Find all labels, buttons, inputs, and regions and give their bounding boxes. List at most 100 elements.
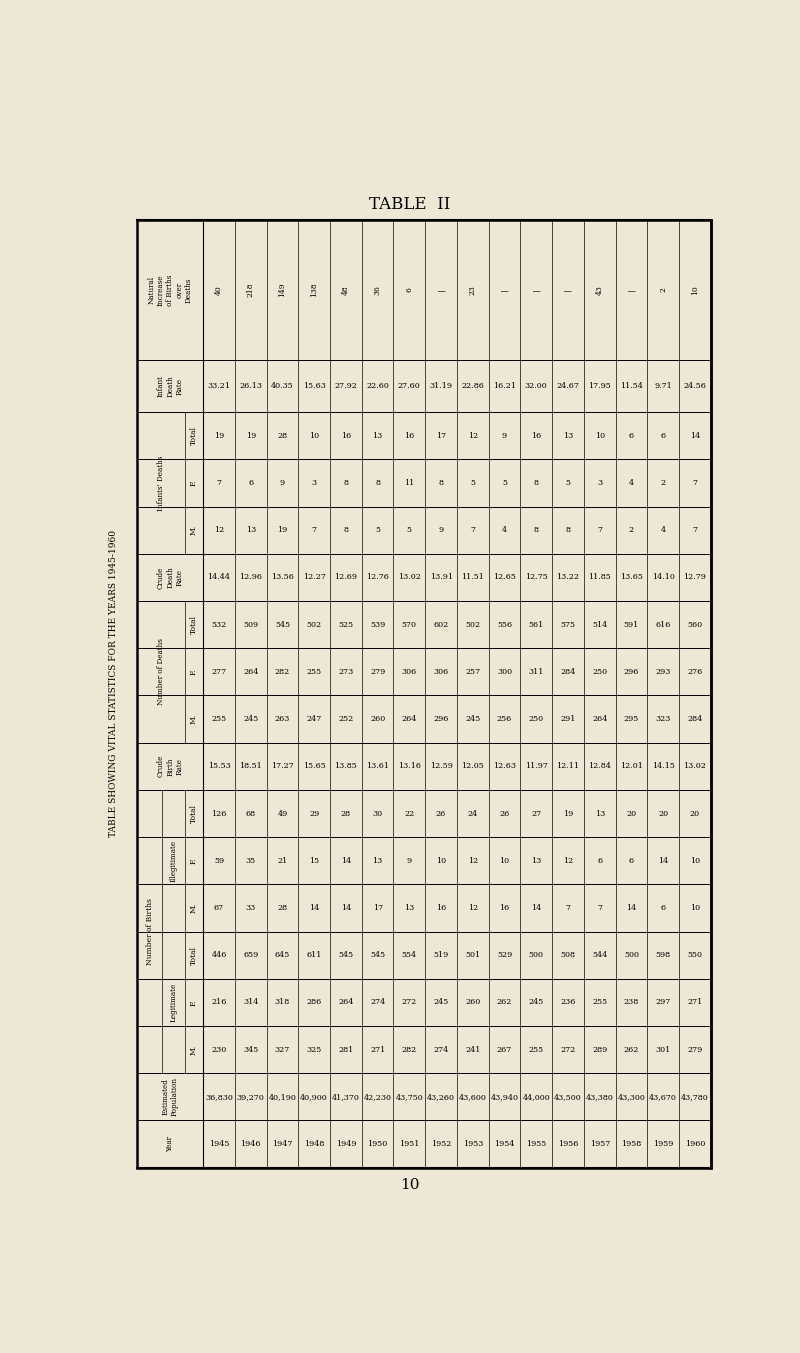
Text: 241: 241	[465, 1046, 481, 1054]
Text: 15.53: 15.53	[208, 762, 230, 770]
Text: 13.22: 13.22	[557, 574, 579, 582]
Text: 276: 276	[687, 668, 702, 676]
Text: 24: 24	[468, 809, 478, 817]
Text: 264: 264	[592, 716, 607, 723]
Text: 2: 2	[659, 287, 667, 292]
Text: 20: 20	[626, 809, 637, 817]
Text: 6: 6	[629, 432, 634, 440]
Text: |: |	[501, 288, 509, 291]
Text: 602: 602	[434, 621, 449, 629]
Text: 4: 4	[502, 526, 507, 534]
Text: 509: 509	[243, 621, 258, 629]
Text: 245: 245	[434, 999, 449, 1007]
Text: 13: 13	[373, 432, 382, 440]
Text: Total: Total	[190, 804, 198, 823]
Text: M.: M.	[190, 1045, 198, 1055]
Text: 262: 262	[624, 1046, 639, 1054]
Text: 43,670: 43,670	[649, 1093, 677, 1101]
Text: 264: 264	[338, 999, 354, 1007]
Text: 591: 591	[624, 621, 639, 629]
Text: 20: 20	[658, 809, 668, 817]
Text: 264: 264	[402, 716, 417, 723]
Text: 14: 14	[531, 904, 542, 912]
Text: 14: 14	[658, 856, 668, 865]
Text: 10: 10	[690, 904, 700, 912]
Text: 318: 318	[275, 999, 290, 1007]
Text: 12.01: 12.01	[620, 762, 643, 770]
Text: 43,260: 43,260	[427, 1093, 455, 1101]
Text: 238: 238	[624, 999, 639, 1007]
Text: 12: 12	[214, 526, 224, 534]
Text: 218: 218	[246, 283, 254, 298]
Text: 12.11: 12.11	[557, 762, 579, 770]
Text: 272: 272	[402, 999, 417, 1007]
Text: 12.63: 12.63	[493, 762, 516, 770]
Text: 40: 40	[215, 285, 223, 295]
Text: 13: 13	[373, 856, 382, 865]
Text: 525: 525	[338, 621, 354, 629]
Text: 26: 26	[499, 809, 510, 817]
Text: 21: 21	[278, 856, 287, 865]
Text: 42,230: 42,230	[364, 1093, 392, 1101]
Text: 16: 16	[341, 432, 351, 440]
Text: 12.59: 12.59	[430, 762, 453, 770]
Text: 5: 5	[566, 479, 570, 487]
Text: 1951: 1951	[399, 1141, 419, 1149]
Text: 5: 5	[502, 479, 507, 487]
Text: Year: Year	[166, 1137, 174, 1153]
Text: 13: 13	[404, 904, 414, 912]
Text: 43,940: 43,940	[490, 1093, 518, 1101]
Text: 256: 256	[497, 716, 512, 723]
Text: 293: 293	[655, 668, 671, 676]
Text: 306: 306	[434, 668, 449, 676]
Text: 43: 43	[596, 285, 604, 295]
Text: 13: 13	[531, 856, 542, 865]
Text: 264: 264	[243, 668, 258, 676]
Text: 13.02: 13.02	[683, 762, 706, 770]
Text: 291: 291	[560, 716, 576, 723]
Text: 43,380: 43,380	[586, 1093, 614, 1101]
Text: TABLE  II: TABLE II	[370, 196, 450, 212]
Text: 8: 8	[343, 526, 349, 534]
Text: 7: 7	[692, 526, 698, 534]
Text: 561: 561	[529, 621, 544, 629]
Text: 6: 6	[629, 856, 634, 865]
Text: 300: 300	[497, 668, 512, 676]
Text: 12.76: 12.76	[366, 574, 389, 582]
Text: 323: 323	[655, 716, 671, 723]
Text: 1957: 1957	[590, 1141, 610, 1149]
Text: 7: 7	[217, 479, 222, 487]
Text: Natural
Increase
of Births
over
Deaths: Natural Increase of Births over Deaths	[148, 275, 193, 306]
Text: 4: 4	[629, 479, 634, 487]
Text: 1950: 1950	[367, 1141, 388, 1149]
Text: 126: 126	[211, 809, 226, 817]
Text: 16.21: 16.21	[493, 382, 516, 390]
Text: 15.65: 15.65	[303, 762, 326, 770]
Text: 8: 8	[375, 479, 380, 487]
Text: 289: 289	[592, 1046, 607, 1054]
Text: 11.51: 11.51	[462, 574, 484, 582]
Text: 539: 539	[370, 621, 386, 629]
Text: 15.63: 15.63	[302, 382, 326, 390]
Text: Illegitimate: Illegitimate	[170, 840, 178, 882]
Text: 28: 28	[278, 432, 287, 440]
Text: 10: 10	[309, 432, 319, 440]
Text: 446: 446	[211, 951, 226, 959]
Text: 255: 255	[592, 999, 607, 1007]
Text: 40,900: 40,900	[300, 1093, 328, 1101]
Text: 545: 545	[370, 951, 385, 959]
Text: 14: 14	[341, 904, 351, 912]
Text: F.: F.	[190, 480, 198, 486]
Text: 138: 138	[310, 283, 318, 298]
Text: 40.35: 40.35	[271, 382, 294, 390]
Text: 32.00: 32.00	[525, 382, 548, 390]
Text: 8: 8	[438, 479, 443, 487]
Text: 645: 645	[275, 951, 290, 959]
Text: 282: 282	[402, 1046, 417, 1054]
Text: 5: 5	[375, 526, 380, 534]
Text: 11: 11	[404, 479, 414, 487]
Text: 13.56: 13.56	[271, 574, 294, 582]
Text: 216: 216	[211, 999, 226, 1007]
Text: 297: 297	[655, 999, 670, 1007]
Text: 544: 544	[592, 951, 607, 959]
